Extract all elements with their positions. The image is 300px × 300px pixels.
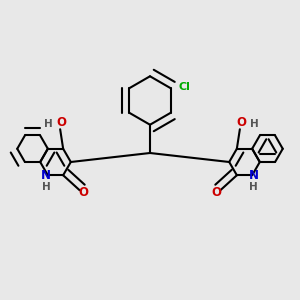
Text: H: H [44, 119, 53, 129]
Text: O: O [236, 116, 246, 129]
Text: Cl: Cl [178, 82, 190, 92]
Text: H: H [249, 182, 258, 192]
Text: O: O [78, 186, 88, 199]
Text: O: O [57, 116, 67, 129]
Text: O: O [212, 186, 222, 199]
Text: H: H [42, 182, 51, 192]
Text: N: N [41, 169, 51, 182]
Text: N: N [249, 169, 259, 182]
Text: H: H [250, 119, 259, 129]
